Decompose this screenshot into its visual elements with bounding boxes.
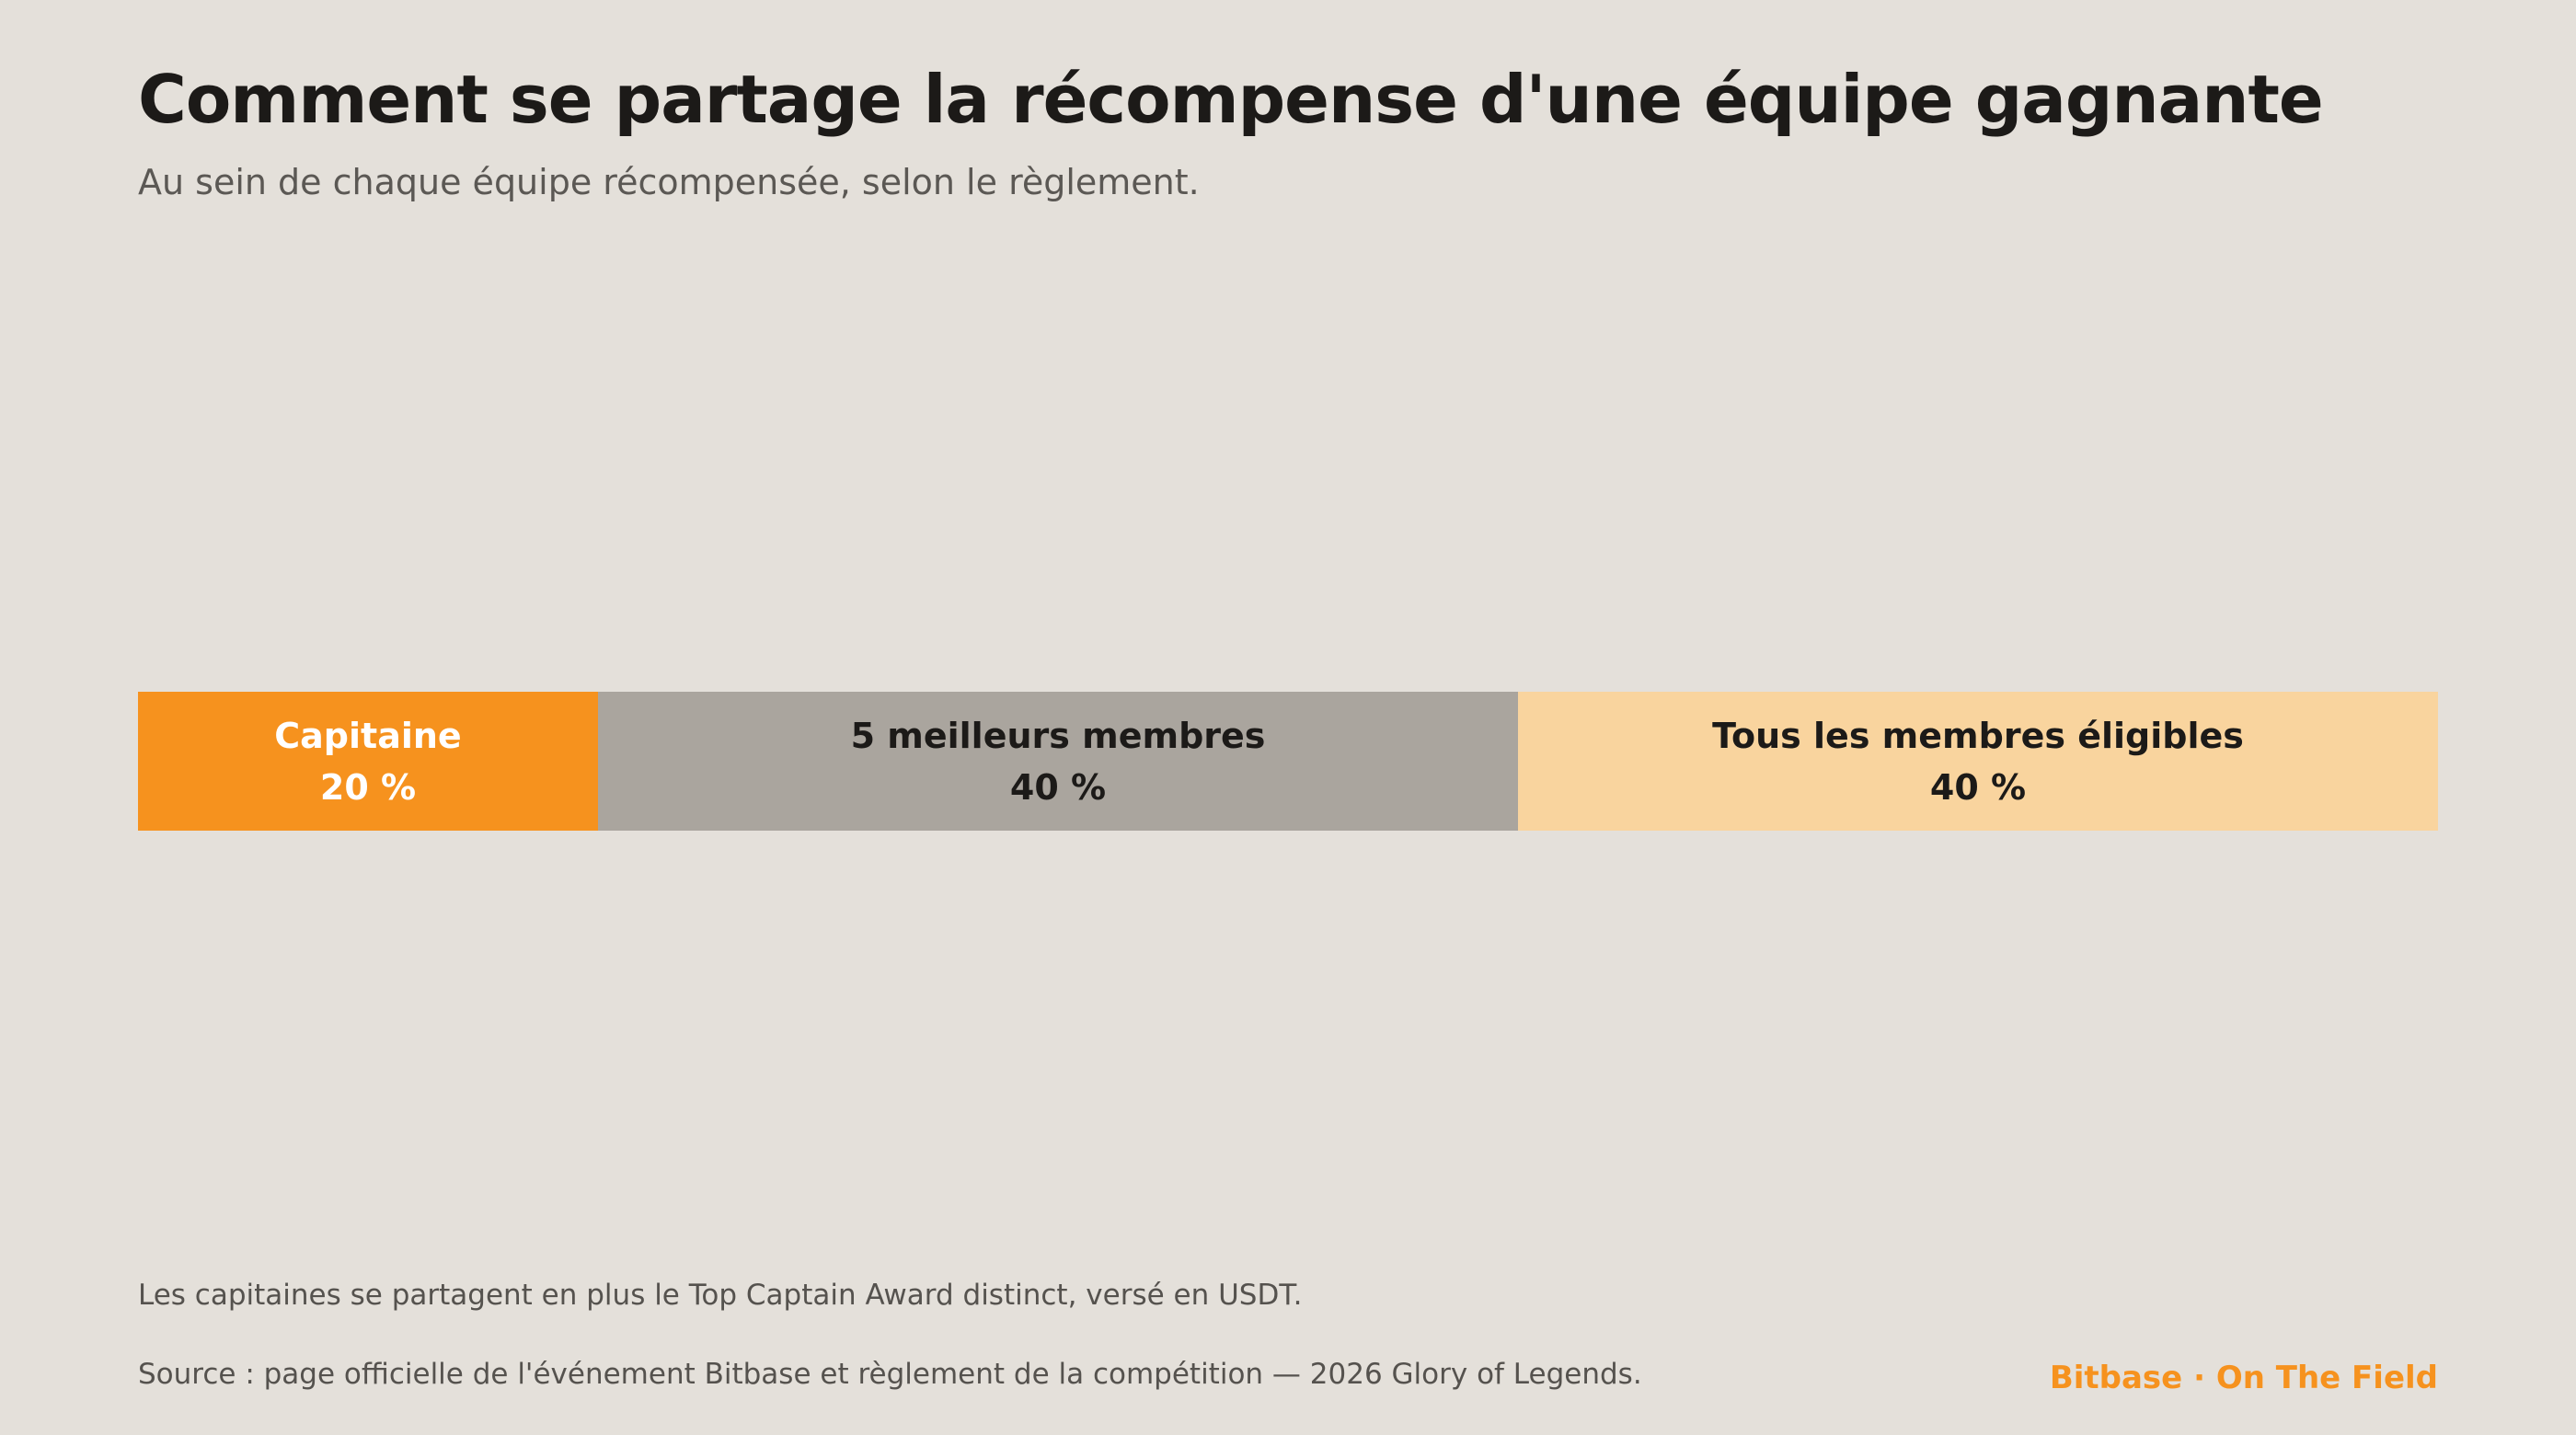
segment-value-label: 20 % [319, 766, 417, 808]
segment-label: 5 meilleurs membres [850, 715, 1266, 756]
chart-title: Comment se partage la récompense d'une é… [138, 61, 2324, 138]
bar-segment-top-five-members: 5 meilleurs membres 40 % [598, 692, 1518, 831]
segment-value-label: 40 % [1009, 766, 1107, 808]
segment-label: Tous les membres éligibles [1712, 715, 2244, 756]
chart-subtitle: Au sein de chaque équipe récompensée, se… [138, 162, 1200, 202]
segment-label: Capitaine [274, 715, 462, 756]
source-note: Source : page officielle de l'événement … [138, 1358, 1642, 1391]
brand-logo-text: Bitbase · On The Field [2049, 1360, 2438, 1396]
bar-segment-all-eligible-members: Tous les membres éligibles 40 % [1518, 692, 2438, 831]
bar-segment-captain: Capitaine 20 % [138, 692, 598, 831]
segment-value-label: 40 % [1929, 766, 2027, 808]
footnote: Les capitaines se partagent en plus le T… [138, 1279, 1303, 1312]
stacked-bar: Capitaine 20 % 5 meilleurs membres 40 % Tous… [138, 692, 2438, 831]
